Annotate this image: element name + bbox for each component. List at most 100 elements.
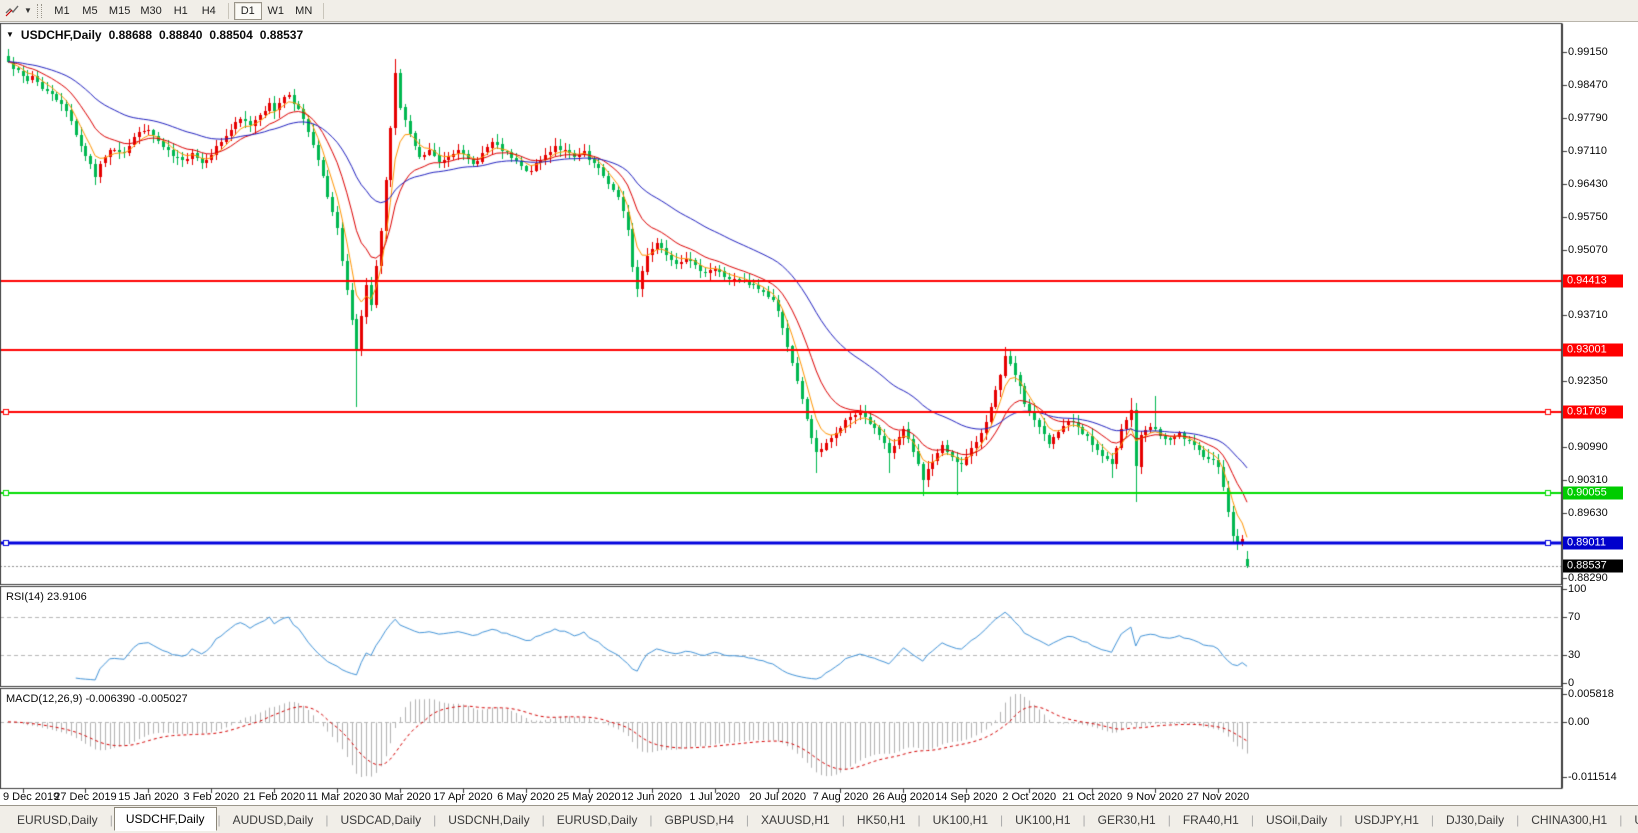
chart-tab-eurusd-daily[interactable]: EURUSD,Daily xyxy=(556,812,638,827)
chart-tab-eurusd-daily[interactable]: EURUSD,Daily xyxy=(17,812,98,827)
tab-separator: | xyxy=(541,812,545,827)
hline-price-badge: 0.89011 xyxy=(1563,536,1623,550)
tab-separator: | xyxy=(217,812,221,827)
rsi-tick-label: 70 xyxy=(1568,611,1581,624)
timeframe-button-m30[interactable]: M30 xyxy=(135,2,166,20)
price-tick-label: 0.99150 xyxy=(1568,46,1608,58)
tab-separator: | xyxy=(917,812,921,827)
date-tick-label: 9 Nov 2020 xyxy=(1126,791,1184,803)
ohlc-low: 0.88504 xyxy=(209,28,253,42)
tab-separator: | xyxy=(841,812,845,827)
date-tick-label: 21 Feb 2020 xyxy=(243,791,306,803)
chart-tab-usdchf-daily[interactable]: USDCHF,Daily xyxy=(113,807,217,831)
macd-tick-label: -0.011514 xyxy=(1568,771,1617,783)
date-tick-label: 6 May 2020 xyxy=(497,791,555,803)
ohlc-high: 0.88840 xyxy=(159,28,203,42)
date-tick-label: 20 Jul 2020 xyxy=(749,791,806,803)
date-tick-label: 15 Jan 2020 xyxy=(118,791,179,803)
chart-tab-uk100-h1[interactable]: UK100,H1 xyxy=(932,812,989,827)
toolbar-separator xyxy=(227,2,229,19)
hline-price-badge: 0.94413 xyxy=(1563,274,1623,288)
chart-tab-usoil-daily[interactable]: USOil,Daily xyxy=(1265,812,1328,827)
chart-tab-audusd-daily[interactable]: AUDUSD,Daily xyxy=(232,812,314,827)
price-tick-label: 0.95070 xyxy=(1568,243,1608,256)
tab-separator: | xyxy=(745,812,750,827)
timeframe-buttons: M1 M5 M15 M30 H1 H4 D1 W1 MN xyxy=(48,1,329,20)
date-tick-label: 27 Dec 2019 xyxy=(54,791,117,803)
price-tick-label: 0.93710 xyxy=(1568,309,1608,322)
price-tick-label: 0.92350 xyxy=(1568,375,1608,388)
rsi-tick-label: 0 xyxy=(1568,677,1575,689)
date-tick-label: 12 Jun 2020 xyxy=(621,791,682,803)
price-tick-label: 0.90990 xyxy=(1568,441,1608,454)
date-tick-label: 30 Mar 2020 xyxy=(369,791,431,803)
chart-tab-bar: EURUSD,Daily | USDCHF,Daily | AUDUSD,Daily | U… xyxy=(0,805,1638,833)
price-tick-label: 0.89630 xyxy=(1568,507,1608,520)
timeframe-button-d1[interactable]: D1 xyxy=(233,1,262,20)
hline-price-badge: 0.93001 xyxy=(1563,343,1623,357)
macd-tick-label: 0.005818 xyxy=(1568,688,1614,700)
date-tick-label: 21 Oct 2020 xyxy=(1062,791,1123,803)
symbol-name: USDCHF,Daily xyxy=(20,28,102,42)
date-tick-label: 17 Apr 2020 xyxy=(433,791,493,803)
timeframe-toolbar: ▼ M1 M5 M15 M30 H1 H4 D1 W1 MN xyxy=(0,0,1638,22)
price-tick-label: 0.97110 xyxy=(1568,144,1607,157)
date-tick-label: 3 Feb 2020 xyxy=(183,791,240,803)
chart-tab-usoil-h1[interactable]: USOil,H1 xyxy=(1623,809,1638,831)
chart-tab-usdcad-daily[interactable]: USDCAD,Daily xyxy=(340,812,422,827)
chart-tab-xauusd-h1[interactable]: XAUUSD,H1 xyxy=(761,812,830,827)
date-tick-label: 2 Oct 2020 xyxy=(1002,791,1057,803)
chevron-down-icon[interactable]: ▼ xyxy=(24,6,32,15)
date-tick-label: 27 Nov 2020 xyxy=(1186,791,1250,803)
tab-separator: | xyxy=(1516,812,1520,827)
chart-tab-gbpusd-h4[interactable]: GBPUSD,H4 xyxy=(664,812,734,827)
tab-separator: | xyxy=(1000,812,1004,827)
timeframe-button-h1[interactable]: H1 xyxy=(167,2,195,20)
timeframe-button-m1[interactable]: M1 xyxy=(48,2,76,20)
chart-tab-dj30-daily[interactable]: DJ30,Daily xyxy=(1446,812,1505,827)
toolbar-grip-handle[interactable] xyxy=(36,3,42,18)
tab-separator: | xyxy=(1619,812,1623,827)
chart-tabs: EURUSD,Daily | USDCHF,Daily | AUDUSD,Daily | U… xyxy=(6,807,1638,831)
tab-separator: | xyxy=(325,812,329,827)
ohlc-close: 0.88537 xyxy=(259,28,304,42)
date-tick-label: 14 Sep 2020 xyxy=(935,791,998,803)
price-tick-label: 0.95750 xyxy=(1568,210,1608,223)
rsi-tick-label: 100 xyxy=(1568,583,1587,595)
tab-separator: | xyxy=(1430,812,1435,827)
price-tick-label: 0.90310 xyxy=(1568,474,1608,487)
chart-cursor-icon[interactable] xyxy=(3,2,22,20)
tab-separator: | xyxy=(109,812,113,827)
chart-tab-hk50-h1[interactable]: HK50,H1 xyxy=(856,812,906,827)
chart-tab-china300-h1[interactable]: CHINA300,H1 xyxy=(1531,812,1608,827)
chart-tab-uk100-h1[interactable]: UK100,H1 xyxy=(1015,812,1071,827)
timeframe-button-m15[interactable]: M15 xyxy=(104,2,135,20)
date-tick-label: 7 Aug 2020 xyxy=(812,791,869,803)
current-price-badge: 0.88537 xyxy=(1563,559,1623,573)
tab-separator: | xyxy=(1082,812,1086,827)
date-tick-label: 25 May 2020 xyxy=(556,791,621,803)
date-tick-label: 26 Aug 2020 xyxy=(872,791,935,803)
chart-tab-fra40-h1[interactable]: FRA40,H1 xyxy=(1182,812,1239,827)
rsi-indicator-label: RSI(14) 23.9106 xyxy=(6,591,87,603)
chart-tab-usdjpy-h1[interactable]: USDJPY,H1 xyxy=(1354,812,1419,827)
symbol-dropdown-icon[interactable]: ▼ xyxy=(6,29,14,39)
tab-separator: | xyxy=(433,812,437,827)
tab-separator: | xyxy=(1250,812,1254,827)
rsi-tick-label: 30 xyxy=(1568,648,1581,661)
price-tick-label: 0.97790 xyxy=(1568,111,1608,124)
price-tick-label: 0.88290 xyxy=(1568,572,1608,584)
chart-tab-usdcnh-daily[interactable]: USDCNH,Daily xyxy=(448,812,530,827)
timeframe-button-m5[interactable]: M5 xyxy=(76,2,104,20)
hline-price-badge: 0.90055 xyxy=(1563,486,1623,499)
date-tick-label: 1 Jul 2020 xyxy=(689,791,741,803)
macd-indicator-label: MACD(12,26,9) -0.006390 -0.005027 xyxy=(6,693,188,705)
timeframe-button-h4[interactable]: H4 xyxy=(195,2,223,20)
tab-separator: | xyxy=(1339,812,1343,827)
timeframe-button-w1[interactable]: W1 xyxy=(262,2,290,20)
timeframe-button-mn[interactable]: MN xyxy=(290,2,318,20)
price-tick-label: 0.98470 xyxy=(1568,78,1608,91)
chart-tab-ger30-h1[interactable]: GER30,H1 xyxy=(1097,812,1156,827)
